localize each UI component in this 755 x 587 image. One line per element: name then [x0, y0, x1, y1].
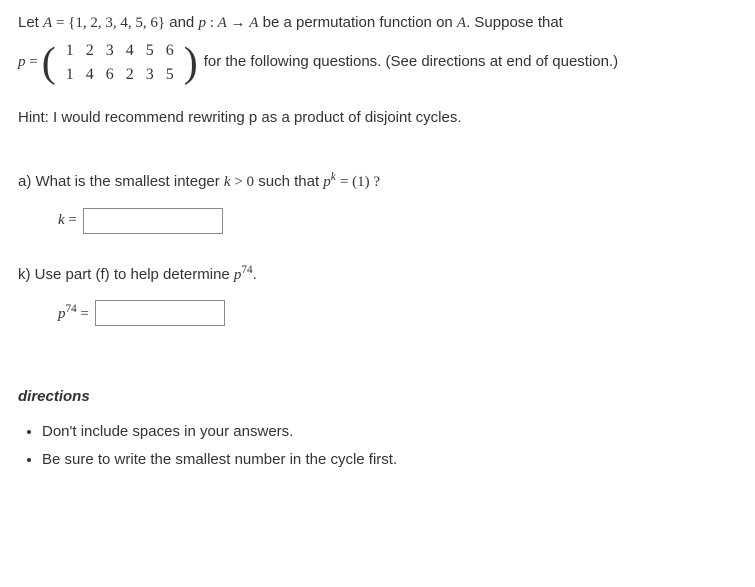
- part-a: a) What is the smallest integer k > 0 su…: [18, 169, 737, 194]
- intro-end: . Suppose that: [466, 14, 563, 31]
- directions-list: Don't include spaces in your answers. Be…: [24, 421, 737, 472]
- right-paren: ): [184, 42, 198, 84]
- A-symbol: A: [457, 15, 466, 31]
- part-k-label: k) Use part (f) to help determine: [18, 266, 234, 283]
- direction-item-2: Be sure to write the smallest number in …: [42, 449, 737, 472]
- m-r1c4: 4: [120, 39, 140, 63]
- p-equals: p =: [18, 51, 38, 74]
- permutation-matrix: 1 2 3 4 5 6 1 4 6 2 3 5: [60, 39, 180, 87]
- part-a-cond: k > 0: [224, 174, 254, 190]
- m-r2c4: 2: [120, 63, 140, 87]
- part-a-mid: such that: [258, 173, 323, 190]
- intro-mid: and: [169, 14, 198, 31]
- m-r1c5: 5: [140, 39, 160, 63]
- p-map: p : A → A: [198, 15, 258, 31]
- m-r1c1: 1: [60, 39, 80, 63]
- permutation-def: p = ( 1 2 3 4 5 6 1 4 6 2 3 5 ) for the …: [18, 39, 737, 87]
- m-r2c1: 1: [60, 63, 80, 87]
- p74-input[interactable]: [95, 300, 225, 326]
- m-r1c2: 2: [80, 39, 100, 63]
- m-r1c6: 6: [160, 39, 180, 63]
- part-a-eq: = (1) ?: [340, 174, 380, 190]
- left-paren: (: [42, 42, 56, 84]
- m-r2c5: 3: [140, 63, 160, 87]
- part-a-answer: k =: [58, 208, 737, 234]
- part-k-period: .: [253, 266, 257, 283]
- hint-text: Hint: I would recommend rewriting p as a…: [18, 107, 737, 130]
- part-k-lhs: p74 =: [58, 301, 89, 326]
- m-r2c2: 4: [80, 63, 100, 87]
- m-r2c6: 5: [160, 63, 180, 87]
- part-k: k) Use part (f) to help determine p74.: [18, 262, 737, 287]
- k-input[interactable]: [83, 208, 223, 234]
- direction-item-1: Don't include spaces in your answers.: [42, 421, 737, 444]
- intro-post: be a permutation function on: [263, 14, 457, 31]
- matrix-after: for the following questions. (See direct…: [204, 51, 618, 74]
- set-A-def: A = {1, 2, 3, 4, 5, 6}: [43, 15, 165, 31]
- part-a-lhs: k =: [58, 209, 77, 232]
- part-k-p74: p74: [234, 267, 253, 283]
- m-r2c3: 6: [100, 63, 120, 87]
- directions-heading: directions: [18, 386, 737, 409]
- intro-block: Let A = {1, 2, 3, 4, 5, 6} and p : A → A…: [18, 12, 737, 35]
- intro-pre: Let: [18, 14, 43, 31]
- part-a-label: a) What is the smallest integer: [18, 173, 224, 190]
- part-k-answer: p74 =: [58, 300, 737, 326]
- part-a-pk: pk: [323, 174, 336, 190]
- m-r1c3: 3: [100, 39, 120, 63]
